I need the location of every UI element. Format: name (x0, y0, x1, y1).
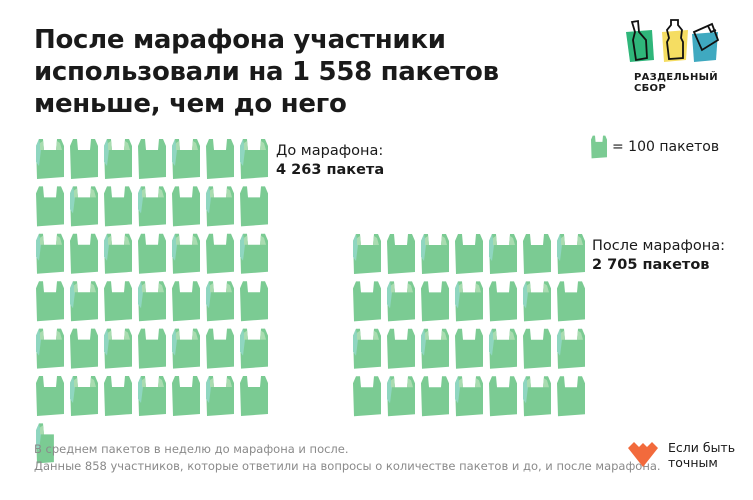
bag-icon (421, 328, 449, 369)
bag-icon (36, 139, 64, 179)
bag-icon (240, 186, 268, 227)
bag-icon (489, 281, 517, 322)
footnote-line1: В среднем пакетов в неделю до марафона и… (34, 442, 349, 456)
bag-icon (557, 328, 585, 369)
bag-icon (206, 328, 234, 369)
label-after-name: После марафона: (592, 238, 725, 254)
bag-icon (387, 234, 415, 274)
bag-icon (70, 376, 98, 416)
bag-icon (172, 376, 200, 416)
logo-icon (622, 18, 722, 72)
bag-icon (138, 328, 166, 369)
bag-icon (240, 328, 268, 369)
bag-icon (353, 281, 381, 322)
bag-icon (70, 186, 98, 227)
brand-line1: Если быть (668, 440, 736, 455)
bag-icon (240, 281, 268, 322)
bag-icon (240, 376, 268, 416)
bag-icon (104, 233, 132, 274)
bag-icon (206, 233, 234, 274)
bag-icon (138, 376, 166, 416)
bag-icon (36, 186, 64, 227)
bag-icon (353, 328, 381, 369)
bag-icon (489, 376, 517, 417)
bag-icon (455, 328, 483, 369)
bag-icon (104, 186, 132, 227)
bag-icon (206, 376, 234, 416)
bag-icon (70, 233, 98, 274)
bag-icon (172, 281, 200, 322)
bag-icon (557, 281, 585, 322)
bag-icon (104, 139, 132, 179)
bag-icon (455, 376, 483, 417)
footnote: В среднем пакетов в неделю до марафона и… (34, 441, 661, 475)
label-before-name: До марафона: (276, 143, 384, 159)
bag-icon (421, 376, 449, 417)
bag-icon (104, 281, 132, 322)
bag-icon (172, 139, 200, 179)
bag-icon (104, 328, 132, 369)
bag-icon (387, 328, 415, 369)
bag-icon (70, 281, 98, 322)
bag-icon (70, 328, 98, 369)
brand-line2: точным (668, 455, 718, 470)
bag-icon (489, 328, 517, 369)
bag-icon (421, 234, 449, 274)
bag-icon (206, 186, 234, 227)
bag-icon (523, 234, 551, 274)
bag-icon (36, 376, 64, 416)
bag-icon (421, 281, 449, 322)
bag-icon (240, 233, 268, 274)
bag-icon (557, 376, 585, 417)
bag-icon (523, 328, 551, 369)
bag-icon (489, 234, 517, 274)
bag-icon (591, 135, 607, 159)
bag-icon (523, 376, 551, 417)
bag-icon (387, 281, 415, 322)
bag-icon (387, 376, 415, 417)
bag-icon (172, 328, 200, 369)
legend-text: = 100 пакетов (612, 139, 720, 155)
bag-icon (523, 281, 551, 322)
bag-icon (172, 186, 200, 227)
bag-icon (36, 328, 64, 369)
bag-icon (455, 234, 483, 274)
bag-icon (206, 139, 234, 179)
bag-icon (70, 139, 98, 179)
bag-icon (138, 233, 166, 274)
label-before-value: 4 263 пакета (276, 162, 385, 178)
bag-icon (206, 281, 234, 322)
bag-icon (353, 376, 381, 417)
bag-icon (36, 233, 64, 274)
label-after: После марафона: 2 705 пакетов (592, 237, 725, 275)
bag-icon (36, 281, 64, 322)
bag-icon (172, 233, 200, 274)
bag-icon (353, 234, 381, 274)
label-after-value: 2 705 пакетов (592, 257, 710, 273)
bag-icon (104, 376, 132, 416)
bag-icon (138, 281, 166, 322)
logo-text: РАЗДЕЛЬНЫЙ СБОР (634, 72, 718, 94)
bag-icon (557, 234, 585, 274)
bag-icon (138, 186, 166, 227)
bag-icon (138, 139, 166, 179)
label-before: До марафона: 4 263 пакета (276, 142, 384, 180)
bag-icon (240, 139, 268, 179)
bag-icon (36, 423, 54, 464)
legend: = 100 пакетов (590, 135, 719, 159)
page-title: После марафона участники использовали на… (34, 25, 499, 119)
brand-heart-icon (628, 442, 658, 467)
footnote-line2: Данные 858 участников, которые ответили … (34, 459, 661, 473)
brand: Если быть точным (628, 440, 735, 470)
bag-icon (455, 281, 483, 322)
